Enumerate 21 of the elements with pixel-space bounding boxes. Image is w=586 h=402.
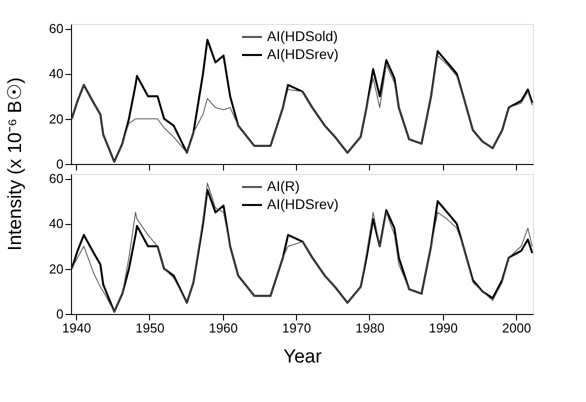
x-tick-label: 1960 xyxy=(208,320,238,336)
y-tick-label: 40 xyxy=(49,216,64,232)
x-tick-label: 1980 xyxy=(356,320,384,336)
legend-label: AI(HDSrev) xyxy=(267,196,339,212)
y-tick-label: 20 xyxy=(49,111,64,126)
x-tick-label: 2000 xyxy=(502,320,532,336)
legend-label: AI(HDSrev) xyxy=(267,46,339,62)
y-tick-label: 60 xyxy=(49,21,64,36)
legend-label: AI(R) xyxy=(267,178,300,194)
y-tick-label: 40 xyxy=(49,66,64,82)
y-tick-label: 0 xyxy=(56,306,64,322)
y-tick-label: 60 xyxy=(49,171,64,186)
y-tick-label: 0 xyxy=(56,156,64,172)
x-tick-label: 1970 xyxy=(282,320,312,336)
x-tick-label: 1950 xyxy=(136,320,164,336)
legend-label: AI(HDSold) xyxy=(267,28,338,44)
x-tick-label: 1940 xyxy=(62,320,92,336)
y-axis-title: Intensity (x 10⁻⁶ B☉) xyxy=(5,77,26,251)
y-tick-label: 20 xyxy=(49,261,64,276)
x-tick-label: 1990 xyxy=(428,320,458,336)
x-axis-title: Year xyxy=(283,346,322,368)
